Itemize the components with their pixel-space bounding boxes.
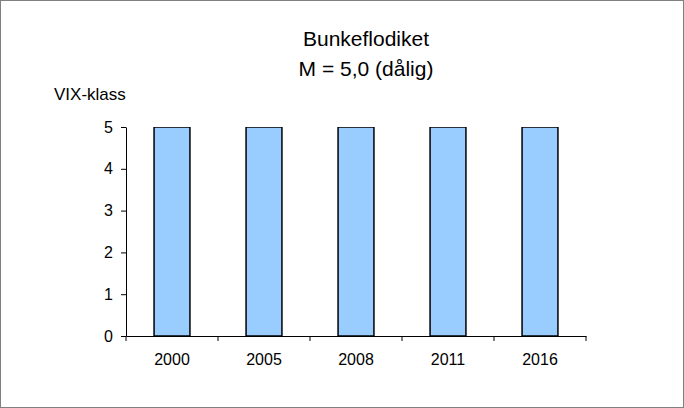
y-tick: 4 [104,160,126,177]
x-axis: 2000 2005 2008 2011 2016 [127,336,587,368]
y-tick-mark [121,169,126,170]
x-tick: 2008 [338,336,374,368]
y-tick-label: 3 [104,202,113,219]
chart: 0 1 2 3 4 5 2000 2005 2008 2011 2016 Bunkeflodiket M… [0,0,684,408]
y-tick-mark [121,211,126,212]
x-tick: 2000 [154,336,190,368]
x-separator [126,336,127,341]
y-tick-label: 4 [104,160,113,177]
bars [154,127,558,336]
x-tick-label: 2005 [246,351,282,368]
y-tick: 2 [104,244,126,261]
y-tick-label: 5 [104,119,113,136]
x-tick: 2011 [431,336,466,368]
x-separator [310,336,311,341]
bar [430,127,466,336]
title: Bunkeflodiket [303,27,429,50]
y-tick-mark [121,127,126,128]
x-tick-label: 2000 [154,351,190,368]
x-separators [126,336,586,341]
y-tick-mark [121,336,126,337]
y-axis-line [126,128,127,337]
y-axis: 0 1 2 3 4 5 [104,119,126,345]
x-tick: 2016 [522,336,558,368]
bar [246,127,282,336]
y-tick-mark [121,294,126,295]
y-tick-label: 0 [104,328,113,345]
y-axis-title: VIX-klass [54,85,126,104]
subtitle: M = 5,0 (dålig) [299,57,434,80]
x-tick-label: 2008 [338,351,374,368]
y-tick-label: 1 [104,286,113,303]
x-tick-label: 2011 [431,351,466,368]
bar [154,127,190,336]
y-tick: 1 [104,286,126,303]
y-tick-mark [121,252,126,253]
x-tick-label: 2016 [522,351,558,368]
x-separator [218,336,219,341]
bar [522,127,558,336]
bar [338,127,374,336]
y-tick: 0 [104,328,126,345]
x-axis-line [127,336,587,337]
chart-frame [1,1,684,408]
y-tick-label: 2 [104,244,113,261]
y-tick: 5 [104,119,126,136]
x-separator [494,336,495,341]
x-separator [586,336,587,341]
y-tick: 3 [104,202,126,219]
x-separator [402,336,403,341]
x-tick: 2005 [246,336,282,368]
